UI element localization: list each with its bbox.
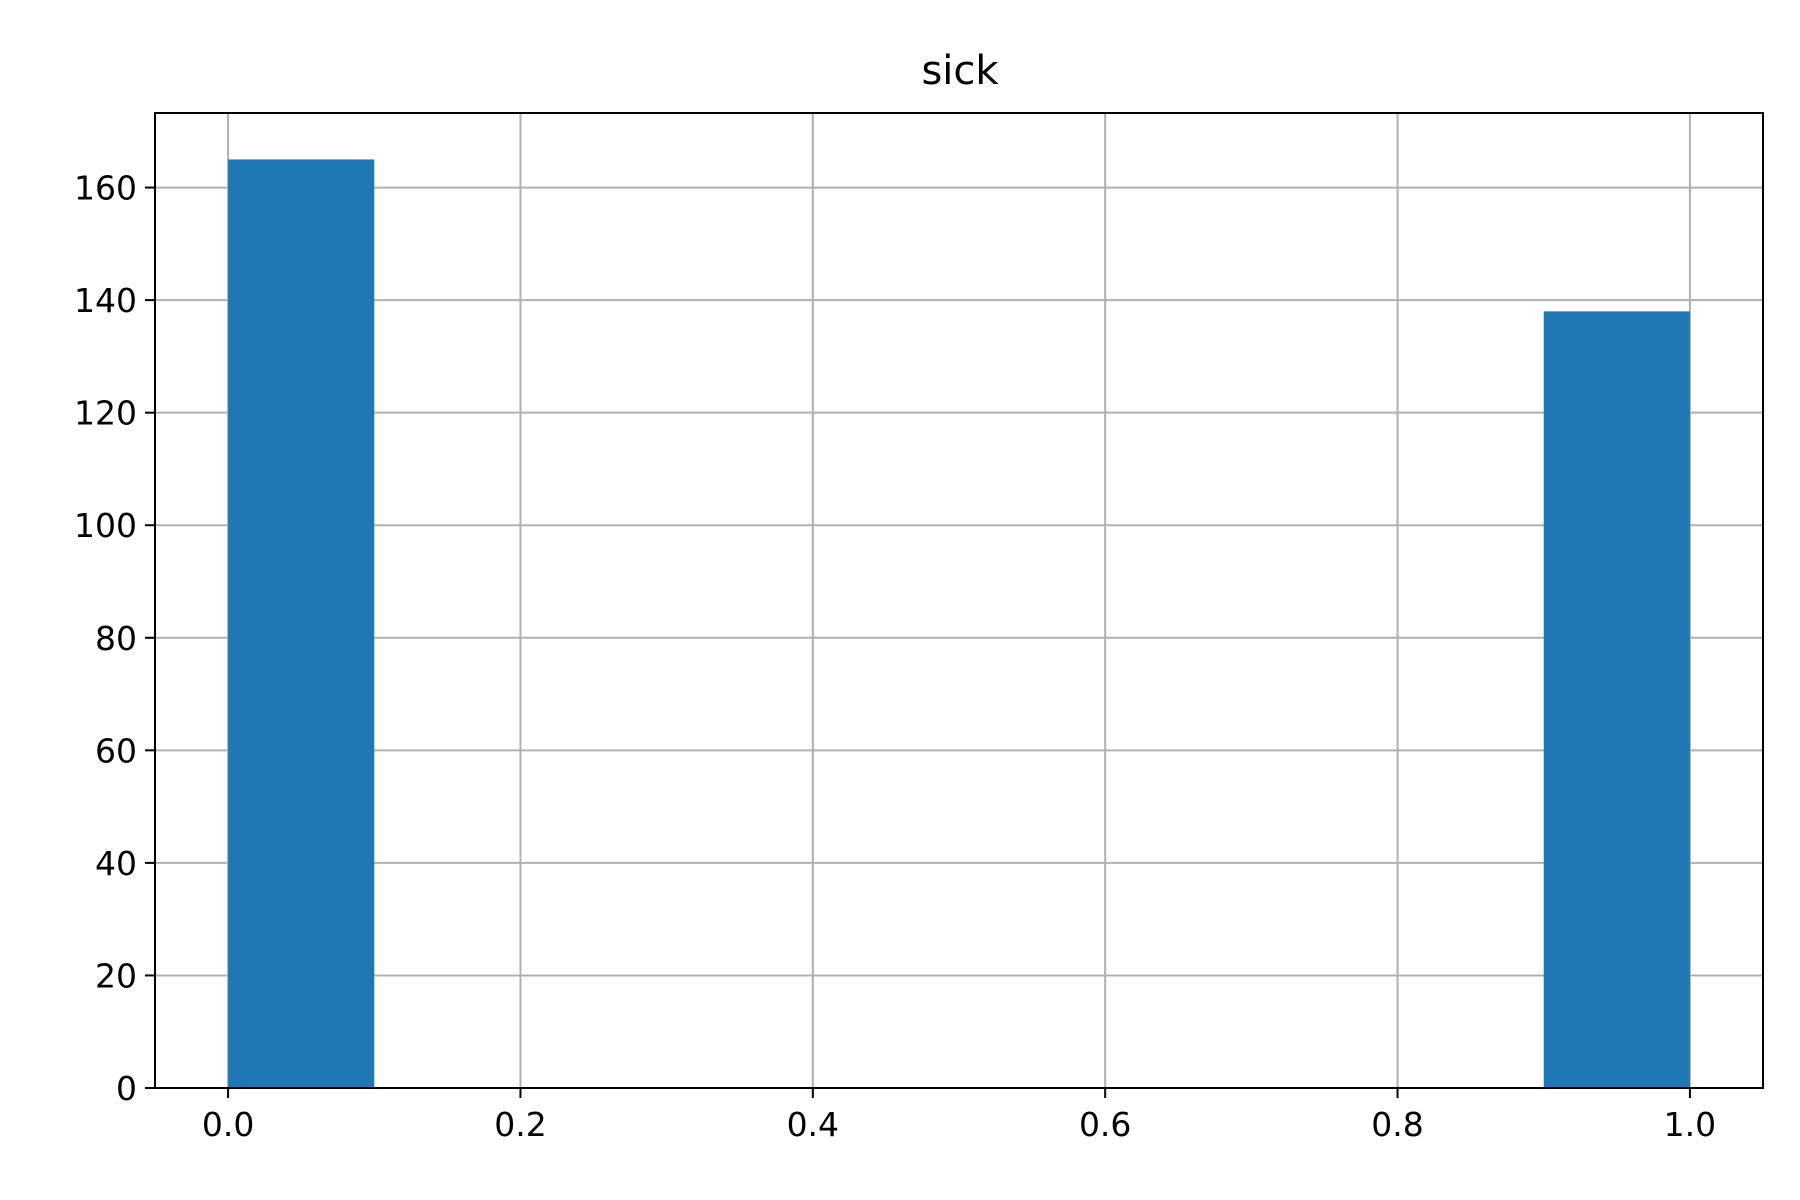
plot-frame xyxy=(154,112,1764,1089)
y-tick-label: 100 xyxy=(74,506,137,545)
chart-title: sick xyxy=(921,48,999,94)
y-tick-label: 120 xyxy=(74,394,137,433)
axes: 0.0 0.2 0.4 0.6 0.8 1.0 0 20 40 60 80 100 120 140 160 xyxy=(74,112,1764,1144)
bar-bin-0 xyxy=(228,159,375,1088)
x-tick-label: 0.2 xyxy=(494,1105,546,1144)
x-tick-label: 0.4 xyxy=(787,1105,839,1144)
y-tick-label: 80 xyxy=(95,619,137,658)
histogram-bars xyxy=(228,159,1690,1089)
x-tick-label: 0.8 xyxy=(1371,1105,1423,1144)
bar-bin-9 xyxy=(1543,311,1690,1089)
y-tick-label: 20 xyxy=(95,956,137,995)
y-tick-label: 0 xyxy=(116,1069,137,1108)
x-tick-label: 1.0 xyxy=(1664,1105,1716,1144)
x-tick-label: 0.0 xyxy=(202,1105,254,1144)
y-tick-label: 140 xyxy=(74,281,137,320)
y-tick-label: 40 xyxy=(95,844,137,883)
x-tick-label: 0.6 xyxy=(1079,1105,1131,1144)
grid-lines xyxy=(155,113,1763,1089)
y-tick-label: 60 xyxy=(95,731,137,770)
y-tick-label: 160 xyxy=(74,169,137,208)
